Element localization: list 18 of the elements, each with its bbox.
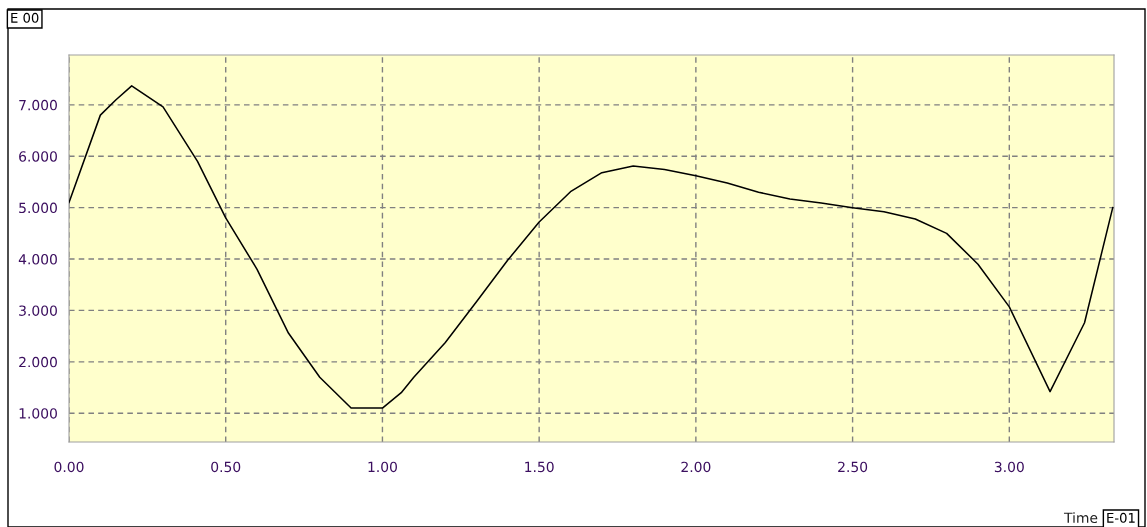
y-tick-label: 4.000 <box>18 254 57 265</box>
text: E-01 <box>1107 512 1135 523</box>
y-tick-label: 1.000 <box>19 408 57 419</box>
line-series <box>69 85 1114 409</box>
y-tick-label: 6.000 <box>19 151 57 162</box>
x-tick-label: 1.50 <box>525 461 554 473</box>
y-tick-label: 7.000 <box>19 99 57 111</box>
x-axis-title: Time <box>1063 512 1098 524</box>
y-tick-label: 2.000 <box>19 356 57 368</box>
x-tick-label: 0.00 <box>54 461 84 473</box>
x-tick-label: 2.00 <box>681 461 711 473</box>
text: E 00 <box>11 12 39 23</box>
x-tick-label: 2.50 <box>838 461 868 473</box>
y-tick-label: 3.000 <box>19 305 57 316</box>
y-tick-label: 5.000 <box>19 202 57 214</box>
x-tick-label: 0.50 <box>211 461 241 473</box>
x-tick-label: 1.00 <box>368 461 397 473</box>
x-tick-label: 3.00 <box>994 461 1024 473</box>
